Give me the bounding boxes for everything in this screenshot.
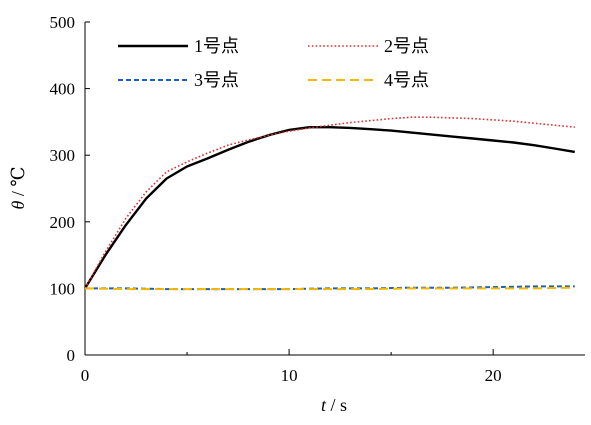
x-axis-title: t / s: [321, 395, 347, 415]
series-line-2: [84, 116, 575, 289]
legend-label-3: 3号点: [194, 70, 239, 90]
y-tick-label: 300: [50, 146, 76, 165]
y-axis-unit: / ℃: [8, 167, 28, 201]
series-line-1: [83, 125, 575, 290]
x-tick-label: 10: [281, 366, 298, 385]
series-layer: [83, 116, 575, 291]
legend-label-2: 2号点: [384, 36, 429, 56]
x-axis-unit: / s: [326, 395, 347, 415]
y-axis-variable: θ: [8, 200, 28, 209]
y-tick-label: 100: [50, 279, 76, 298]
y-tick-label: 200: [50, 213, 76, 232]
legend-label-1: 1号点: [194, 36, 239, 56]
y-tick-label: 500: [50, 13, 76, 32]
x-tick-label: 0: [81, 366, 90, 385]
y-tick-label: 400: [50, 80, 76, 99]
y-tick-label: 0: [67, 346, 76, 365]
x-axis-variable: t: [321, 395, 327, 415]
legend: 1号点 2号点 3号点 4号点: [118, 36, 429, 90]
x-tick-label: 20: [485, 366, 502, 385]
y-axis-title: θ / ℃: [8, 167, 28, 210]
series-line-4: [84, 286, 575, 291]
legend-label-4: 4号点: [384, 70, 429, 90]
